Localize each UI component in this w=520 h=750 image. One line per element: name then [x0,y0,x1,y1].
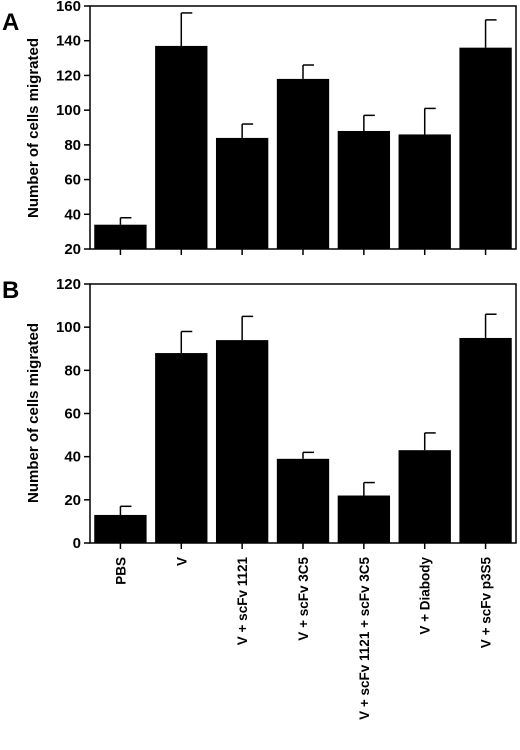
bar [398,134,451,249]
y-tick-label: 140 [56,33,81,50]
x-category-label: V + scFv p3S5 [479,557,494,649]
bar [459,337,512,543]
bar [215,137,269,249]
y-tick-label: 40 [64,206,81,223]
y-tick-label: 40 [64,449,81,466]
bar [276,78,330,250]
y-tick-label: 20 [64,492,81,509]
y-tick-label: 60 [64,406,81,423]
chart-panel-b: B 0 20 40 60 80 100 120 Number of cells migrate… [2,276,517,720]
y-tick-label: 60 [64,172,81,189]
y-tick-label: 120 [56,67,81,84]
panel-letter-b: B [2,277,19,304]
panel-letter-a: A [2,9,19,36]
bar [398,450,451,543]
y-tick-label: 160 [56,0,81,15]
x-category-label: V + scFv 3C5 [296,557,311,641]
x-category-label: V + Diabody [418,557,433,635]
y-tick-label: 100 [56,319,81,336]
bar [155,353,208,543]
bar [155,45,208,249]
bar [337,130,391,249]
y-tick-label: 80 [64,137,81,154]
y-axis-title: Number of cells migrated [25,323,42,503]
y-tick-label: 120 [56,276,81,293]
y-tick-label: 100 [56,102,81,119]
bar [94,514,147,543]
x-category-label: PBS [113,557,128,585]
x-category-label: V + scFv 1121 [235,557,250,646]
chart-panel-a: A 20 40 60 80 100 120 140 160 Number of cells mi… [2,0,517,258]
y-axis-title: Number of cells migrated [25,38,42,218]
y-tick-label: 20 [64,241,81,258]
y-tick-label: 80 [64,362,81,379]
bar [94,224,147,249]
y-tick-label: 0 [73,535,81,552]
bar [276,458,330,543]
bar [337,495,391,543]
bar [459,47,512,250]
x-category-label: V [174,557,189,566]
bar [215,340,269,543]
x-category-label: V + scFv 1121 + scFv 3C5 [357,557,372,720]
